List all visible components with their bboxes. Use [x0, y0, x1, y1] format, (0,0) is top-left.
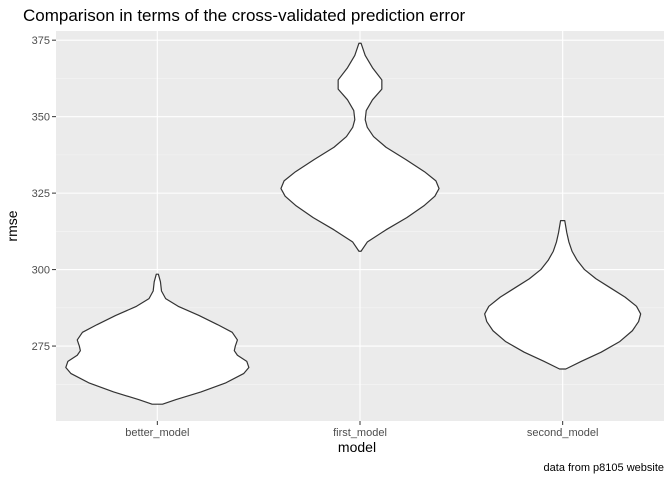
y-tick-label: 350	[32, 112, 50, 124]
x-tick-label-better_model: better_model	[125, 427, 189, 439]
chart-caption: data from p8105 website	[544, 462, 664, 474]
x-tick-label-first_model: first_model	[333, 427, 387, 439]
x-axis-title: model	[338, 439, 376, 455]
y-tick-label: 300	[32, 265, 50, 277]
x-axis: better_model first_model second_model	[125, 421, 598, 439]
y-tick-label: 375	[32, 35, 50, 47]
y-axis-title: rmse	[4, 210, 20, 241]
y-tick-label: 275	[32, 341, 50, 353]
y-tick-label: 325	[32, 188, 50, 200]
violin-better_model	[65, 273, 250, 405]
x-tick-label-second_model: second_model	[527, 427, 599, 439]
violin-second_model	[484, 220, 642, 370]
violin-first_model	[280, 42, 440, 252]
violins	[65, 42, 642, 405]
chart-title: Comparison in terms of the cross-validat…	[23, 6, 466, 25]
y-axis: 275 300 325 350 375	[32, 35, 56, 353]
